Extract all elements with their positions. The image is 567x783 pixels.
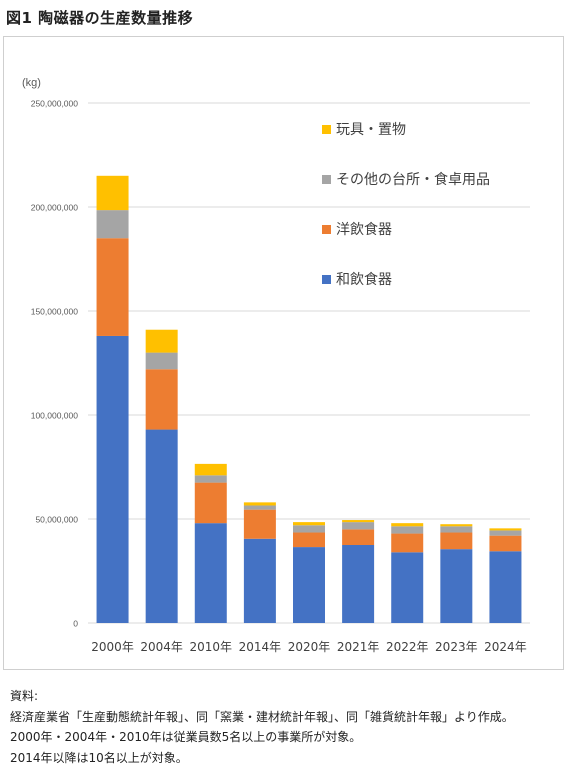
legend-swatch	[322, 225, 331, 234]
bar-segment	[194, 482, 227, 524]
legend-swatch	[322, 275, 331, 284]
y-tick-label: 0	[73, 619, 78, 629]
bar-segment	[293, 547, 325, 623]
y-tick-labels: 0 50,000,000 100,000,000 150,000,000 200,000…	[31, 99, 79, 629]
bar-segment	[145, 429, 178, 623]
y-tick-label: 250,000,000	[31, 99, 79, 109]
bar-segment	[96, 210, 129, 239]
bar-segment	[391, 526, 424, 534]
bar-segment	[342, 520, 375, 523]
legend-swatch	[322, 175, 331, 184]
bars	[96, 175, 522, 623]
y-tick-label: 150,000,000	[31, 307, 79, 317]
bar-segment	[293, 522, 325, 526]
stacked-bar-chart: 0 50,000,000 100,000,000 150,000,000 200,000…	[22, 77, 530, 654]
bar-segment	[440, 549, 473, 623]
bar-segment	[293, 525, 325, 533]
bar-segment	[96, 238, 129, 336]
bar-segment	[440, 526, 473, 533]
bar-segment	[293, 532, 325, 548]
y-axis-label: (kg)	[22, 77, 41, 89]
bar-segment	[145, 329, 178, 353]
bar-segment	[342, 545, 375, 623]
bar-segment	[243, 505, 276, 510]
bar-segment	[489, 528, 522, 531]
notes-heading: 資料:	[10, 689, 39, 703]
bar-segment	[342, 529, 375, 545]
bar-segment	[489, 551, 522, 623]
y-tick-label: 200,000,000	[31, 203, 79, 213]
legend-label: 和飲食器	[336, 271, 392, 288]
bar-segment	[243, 502, 276, 506]
bar-segment	[96, 335, 129, 623]
x-tick-label: 2023年	[435, 640, 478, 654]
figure-title: 図1 陶磁器の生産数量推移	[6, 9, 194, 27]
bar-segment	[243, 509, 276, 539]
chart-frame	[3, 36, 564, 670]
legend-swatch	[322, 125, 331, 134]
notes-line: 2000年・2004年・2010年は従業員数5名以上の事業所が対象。	[10, 730, 362, 744]
legend-label: 玩具・置物	[336, 122, 406, 138]
bar-segment	[194, 523, 227, 623]
x-tick-label: 2024年	[484, 640, 527, 654]
notes-line: 2014年以降は10名以上が対象。	[10, 750, 188, 765]
bar-segment	[96, 175, 129, 211]
legend-label: その他の台所・食卓用品	[336, 171, 490, 188]
bar-segment	[342, 522, 375, 530]
x-tick-label: 2022年	[386, 640, 429, 654]
y-tick-label: 100,000,000	[31, 411, 79, 421]
bar-segment	[440, 524, 473, 527]
y-tick-label: 50,000,000	[35, 515, 78, 525]
bar-segment	[489, 530, 522, 536]
legend-label: 洋飲食器	[336, 221, 392, 238]
bar-segment	[243, 538, 276, 623]
bar-segment	[145, 369, 178, 430]
x-tick-label: 2000年	[91, 640, 134, 654]
bar-segment	[391, 552, 424, 623]
x-tick-label: 2021年	[337, 640, 380, 654]
x-tick-labels: 2000年 2004年 2010年 2014年 2020年 2021年 2022年 2023年…	[91, 640, 526, 654]
bar-segment	[391, 523, 424, 527]
bar-segment	[194, 475, 227, 483]
x-tick-label: 2010年	[190, 640, 233, 654]
bar-segment	[489, 535, 522, 552]
bar-segment	[391, 533, 424, 553]
bar-segment	[145, 352, 178, 370]
bar-segment	[440, 532, 473, 550]
notes: 資料: 経済産業省「生産動態統計年報」、同「窯業・建材統計年報」、同「雑貨統計年…	[10, 686, 514, 768]
x-tick-label: 2020年	[288, 640, 331, 654]
notes-line: 経済産業省「生産動態統計年報」、同「窯業・建材統計年報」、同「雑貨統計年報」より…	[10, 709, 514, 724]
bar-segment	[194, 463, 227, 476]
x-tick-label: 2004年	[140, 640, 183, 654]
x-tick-label: 2014年	[239, 640, 282, 654]
